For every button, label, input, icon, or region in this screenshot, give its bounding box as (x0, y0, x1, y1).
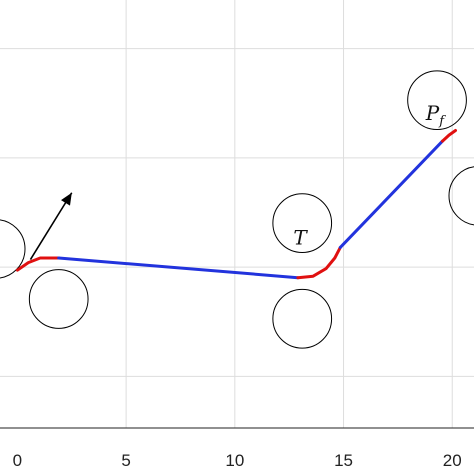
x-tick-label: 5 (121, 451, 130, 470)
turning-circle (448, 166, 474, 226)
straight-segment (338, 139, 444, 249)
x-tick-labels: 0 5 10 15 20 (13, 451, 462, 470)
heading-arrow-shaft (29, 192, 73, 260)
heading-arrow-head (61, 192, 72, 206)
turn-arc-segment (441, 129, 457, 143)
turning-circles (0, 70, 474, 349)
annotation-T: T (293, 225, 308, 249)
annotations: T Pf (293, 101, 446, 249)
turning-circle (28, 269, 89, 329)
x-tick-label: 10 (225, 451, 244, 470)
x-tick-label: 20 (443, 451, 462, 470)
turning-circle (0, 219, 26, 279)
annotation-Pf: Pf (425, 101, 446, 129)
x-tick-label: 15 (334, 451, 353, 470)
straight-segment (57, 256, 300, 280)
turn-arc-segment (15, 256, 61, 272)
heading-arrow (29, 192, 73, 260)
grid (0, 0, 474, 428)
turning-circle (272, 193, 333, 253)
turn-arc-segment (296, 245, 342, 280)
annotation-subscript: f (438, 114, 446, 129)
x-tick-label: 0 (13, 451, 22, 470)
turning-circle (407, 70, 467, 131)
turning-circle (272, 288, 333, 349)
trajectory-path (15, 129, 457, 280)
